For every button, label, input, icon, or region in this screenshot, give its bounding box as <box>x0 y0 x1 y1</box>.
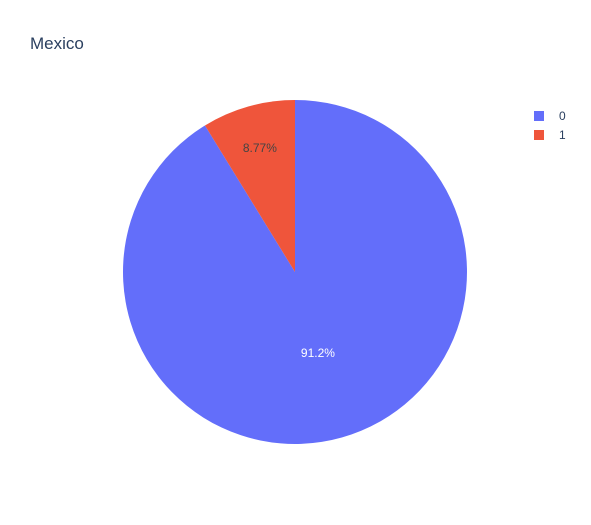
legend-swatch-0 <box>533 109 545 122</box>
legend-label-0: 0 <box>559 108 566 123</box>
legend-swatch-1 <box>533 128 545 141</box>
slice-label-0: 91.2% <box>301 346 335 360</box>
slice-label-1: 8.77% <box>243 141 277 155</box>
chart-title: Mexico <box>30 34 84 53</box>
legend-item-1[interactable]: 1 <box>533 125 566 144</box>
legend-label-1: 1 <box>559 127 566 142</box>
pie-slice-1[interactable] <box>204 100 295 272</box>
legend-item-0[interactable]: 0 <box>533 106 566 125</box>
legend: 0 1 <box>533 106 566 144</box>
